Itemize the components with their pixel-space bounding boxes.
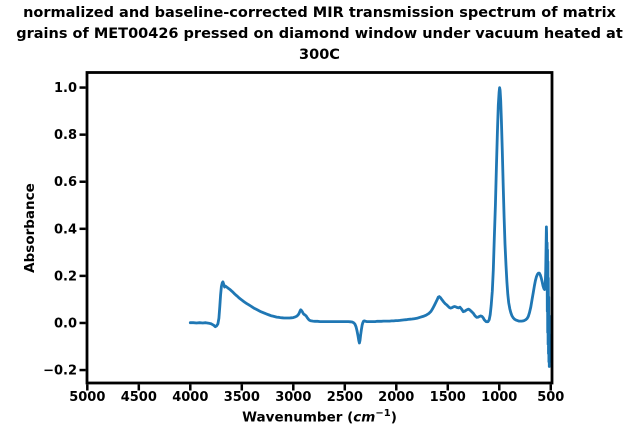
x-tick-label: 3500 xyxy=(224,390,260,405)
x-axis-label-suffix: ) xyxy=(390,409,397,426)
y-tick-label: 0.8 xyxy=(54,128,77,143)
spectrum-line xyxy=(188,86,552,368)
x-tick-label: 2500 xyxy=(327,390,363,405)
chart-title: normalized and baseline-corrected MIR tr… xyxy=(16,5,623,63)
x-tick-label: 1500 xyxy=(430,390,466,405)
y-tick-label: 0.4 xyxy=(54,222,77,237)
y-tick-label: 0.0 xyxy=(54,316,77,331)
y-tick-label: 1.0 xyxy=(54,81,77,96)
x-tick-label: 500 xyxy=(537,390,564,405)
x-tick-label: 1000 xyxy=(481,390,517,405)
x-axis-label-exponent: −1 xyxy=(375,408,391,419)
y-axis-label: Absorbance xyxy=(22,183,38,273)
x-tick-label: 4000 xyxy=(172,390,208,405)
y-tick-label: 0.2 xyxy=(54,269,77,284)
x-tick-label: 2000 xyxy=(378,390,414,405)
x-tick-label: 5000 xyxy=(69,390,105,405)
x-axis-label-unit: cm xyxy=(353,409,376,426)
y-axis-ticks: 1.0 0.8 0.6 0.4 0.2 0.0 −0.2 xyxy=(43,81,86,379)
x-axis-label-prefix: Wavenumber ( xyxy=(242,409,354,426)
x-axis-ticks: 5000 4500 4000 3500 3000 2500 2000 1500 1000 500 xyxy=(69,384,564,405)
y-tick-label: 0.6 xyxy=(54,175,77,190)
x-tick-label: 4500 xyxy=(121,390,157,405)
axes-box xyxy=(85,71,554,385)
y-tick-label: −0.2 xyxy=(43,364,77,379)
x-tick-label: 3000 xyxy=(275,390,311,405)
x-axis-label: Wavenumber (cm−1) xyxy=(0,408,639,426)
